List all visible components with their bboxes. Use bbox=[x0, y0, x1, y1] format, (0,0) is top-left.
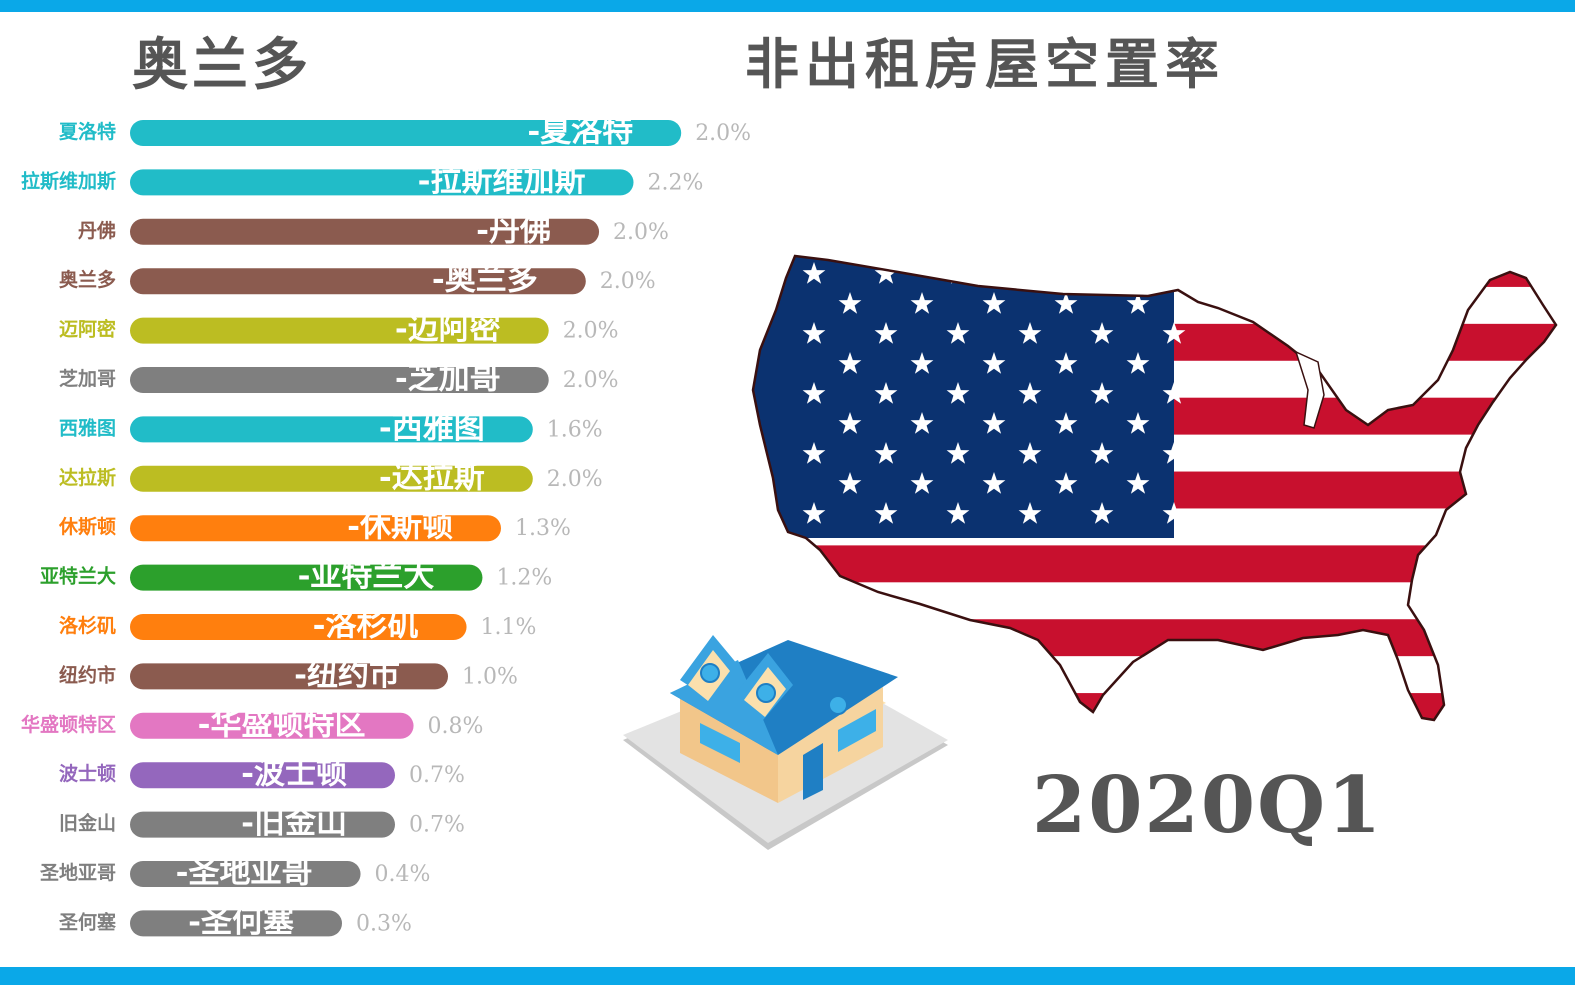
bar-label: -华盛顿特区 bbox=[198, 706, 366, 742]
value-label: 0.7% bbox=[409, 813, 465, 838]
bar bbox=[130, 120, 682, 146]
leader-city-label: 奥兰多 bbox=[132, 32, 312, 98]
bar-label: -迈阿密 bbox=[395, 311, 501, 347]
bar bbox=[130, 416, 533, 443]
bar-label: -休斯顿 bbox=[347, 509, 453, 545]
bar bbox=[130, 663, 448, 690]
value-label: 1.1% bbox=[481, 615, 537, 640]
category-label: 亚特兰大 bbox=[40, 565, 116, 588]
bar bbox=[130, 861, 361, 887]
value-label: 1.2% bbox=[496, 566, 552, 591]
value-label: 0.7% bbox=[409, 763, 465, 788]
value-label: 0.4% bbox=[375, 862, 431, 887]
bar bbox=[130, 218, 600, 245]
value-label: 1.6% bbox=[547, 417, 603, 442]
bar bbox=[130, 515, 501, 542]
value-label: 2.2% bbox=[648, 170, 704, 195]
value-label: 1.0% bbox=[462, 664, 518, 689]
category-label: 波士顿 bbox=[59, 762, 116, 785]
bar bbox=[130, 564, 483, 591]
category-label: 纽约市 bbox=[59, 663, 116, 686]
bar-label: -芝加哥 bbox=[395, 361, 501, 397]
value-label: 0.8% bbox=[428, 714, 484, 739]
bar-chart: 夏洛特 -夏洛特 2.0% 拉斯维加斯 -拉斯维加斯 2.2% 丹佛 -丹佛 2.0% 奥兰多 -奥… bbox=[21, 114, 751, 940]
category-label: 华盛顿特区 bbox=[21, 713, 116, 736]
bar-label: -西雅图 bbox=[379, 410, 485, 446]
top-frame-bar bbox=[0, 0, 1575, 12]
value-label: 2.0% bbox=[563, 368, 619, 393]
bar-label: -洛杉矶 bbox=[313, 608, 419, 644]
bar-label: -丹佛 bbox=[476, 212, 551, 248]
bar bbox=[130, 910, 342, 937]
bar-label: -圣地亚哥 bbox=[176, 855, 313, 891]
bar-label: -圣何塞 bbox=[188, 904, 294, 940]
value-label: 2.0% bbox=[600, 269, 656, 294]
category-label: 达拉斯 bbox=[59, 466, 116, 489]
bar bbox=[130, 317, 549, 344]
house-icon bbox=[623, 635, 948, 850]
bar-label: -达拉斯 bbox=[379, 459, 485, 495]
us-flag-map-icon bbox=[751, 254, 1558, 722]
bar-label: -亚特兰大 bbox=[298, 558, 435, 594]
category-label: 芝加哥 bbox=[59, 367, 116, 390]
value-label: 2.0% bbox=[563, 319, 619, 344]
value-label: 2.0% bbox=[547, 467, 603, 492]
bar-label: -旧金山 bbox=[241, 805, 347, 841]
bar-label: -波士顿 bbox=[241, 756, 347, 792]
category-label: 夏洛特 bbox=[59, 120, 116, 143]
category-label: 奥兰多 bbox=[59, 268, 116, 291]
bar-label: -拉斯维加斯 bbox=[418, 163, 586, 199]
category-label: 洛杉矶 bbox=[59, 614, 116, 637]
bar bbox=[130, 268, 586, 295]
category-label: 西雅图 bbox=[59, 417, 116, 439]
category-label: 圣何塞 bbox=[59, 910, 117, 933]
category-label: 丹佛 bbox=[78, 219, 116, 242]
bar-label: -纽约市 bbox=[294, 657, 400, 693]
category-label: 迈阿密 bbox=[59, 318, 116, 341]
bar bbox=[130, 169, 634, 196]
bar bbox=[130, 811, 395, 838]
bar-label: -奥兰多 bbox=[432, 262, 538, 298]
value-label: 2.0% bbox=[613, 220, 669, 245]
period-label: 2020Q1 bbox=[1032, 760, 1384, 851]
category-label: 休斯顿 bbox=[58, 515, 116, 538]
category-label: 旧金山 bbox=[59, 812, 116, 835]
chart-title: 非出租房屋空置率 bbox=[745, 32, 1225, 96]
value-label: 1.3% bbox=[515, 516, 571, 541]
value-label: 0.3% bbox=[356, 911, 412, 936]
bar bbox=[130, 465, 533, 492]
bottom-frame-bar bbox=[0, 967, 1575, 985]
category-label: 圣地亚哥 bbox=[40, 861, 116, 884]
bar bbox=[130, 712, 414, 739]
value-label: 2.0% bbox=[695, 121, 751, 146]
bar bbox=[130, 762, 395, 789]
bar-label: -夏洛特 bbox=[527, 114, 633, 150]
bar bbox=[130, 614, 467, 640]
category-label: 拉斯维加斯 bbox=[21, 169, 116, 192]
bar bbox=[130, 367, 549, 393]
